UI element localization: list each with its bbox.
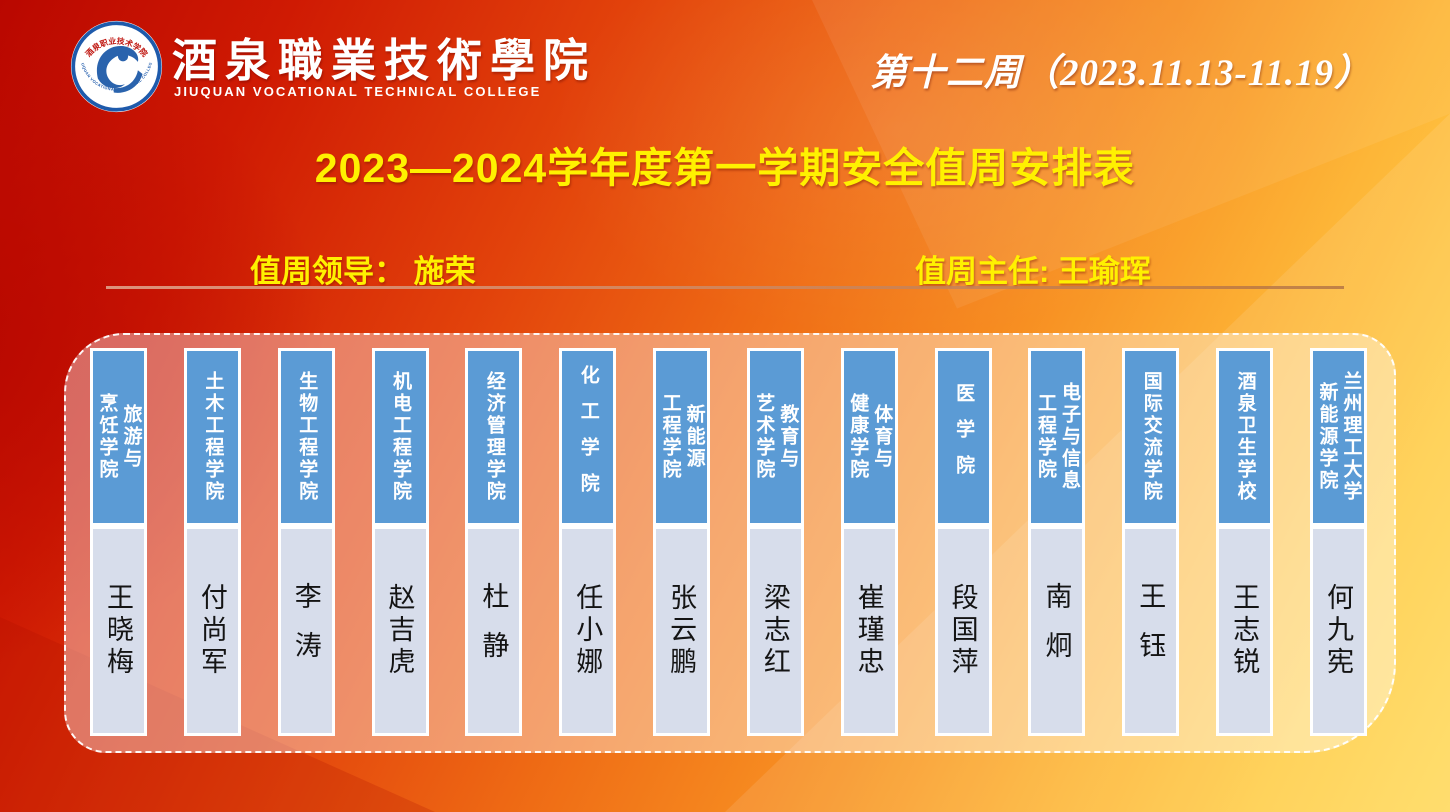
person-name: 李涛	[290, 582, 321, 680]
college-name-chinese: 酒泉職業技術學院	[172, 36, 597, 86]
person-cell: 王志锐	[1219, 529, 1271, 733]
department-name: 旅游与 烹饪学院	[96, 393, 142, 481]
schedule-column: 酒泉卫生学校 王志锐	[1216, 348, 1274, 736]
schedule-column: 经济管理学院 杜静	[465, 348, 523, 736]
department-name: 医学院	[953, 383, 975, 491]
person-name: 付尚军	[196, 583, 227, 679]
department-header: 医学院	[937, 351, 989, 523]
department-header: 电子与信息 工程学院	[1031, 351, 1083, 523]
department-name: 生物工程学院	[296, 371, 318, 503]
department-header: 生物工程学院	[280, 351, 332, 523]
department-header: 酒泉卫生学校	[1219, 351, 1271, 523]
schedule-column: 国际交流学院 王钰	[1122, 348, 1180, 736]
department-name: 体育与 健康学院	[847, 393, 893, 481]
schedule-column: 化工学院 任小娜	[559, 348, 617, 736]
department-header: 国际交流学院	[1125, 351, 1177, 523]
duty-leader-label: 值周领导： 施荣	[250, 254, 476, 289]
person-cell: 梁志红	[749, 529, 801, 733]
person-name: 段国萍	[947, 583, 978, 679]
week-label: 第十二周（2023.11.13-11.19）	[870, 53, 1372, 94]
department-header: 土木工程学院	[186, 351, 238, 523]
schedule-column: 旅游与 烹饪学院 王晓梅	[90, 348, 147, 736]
person-name: 南炯	[1041, 582, 1072, 680]
department-header: 旅游与 烹饪学院	[93, 351, 144, 523]
schedule-column: 生物工程学院 李涛	[277, 348, 335, 736]
logo-swirl	[96, 45, 143, 93]
department-name: 土木工程学院	[202, 371, 224, 503]
department-name: 电子与信息 工程学院	[1034, 382, 1080, 492]
person-cell: 付尚军	[186, 529, 238, 733]
department-name: 酒泉卫生学校	[1234, 371, 1256, 503]
schedule-column: 医学院 段国萍	[934, 348, 992, 736]
schedule-column: 电子与信息 工程学院 南炯	[1028, 348, 1086, 736]
person-name: 任小娜	[572, 583, 603, 679]
schedule-column: 机电工程学院 赵吉虎	[371, 348, 429, 736]
person-cell: 南炯	[1031, 529, 1083, 733]
department-name: 兰州理工大学 新能源学院	[1316, 371, 1362, 503]
department-name: 经济管理学院	[483, 371, 505, 503]
person-cell: 赵吉虎	[374, 529, 426, 733]
department-name: 教育与 艺术学院	[753, 393, 799, 481]
college-name-english: JIUQUAN VOCATIONAL TECHNICAL COLLEGE	[174, 84, 542, 99]
schedule-column: 土木工程学院 付尚军	[183, 348, 241, 736]
person-cell: 杜静	[468, 529, 520, 733]
department-header: 兰州理工大学 新能源学院	[1312, 351, 1364, 523]
department-name: 新能源 工程学院	[659, 393, 705, 481]
schedule-column: 体育与 健康学院 崔瑾忠	[840, 348, 898, 736]
person-name: 梁志红	[759, 583, 790, 679]
person-name: 崔瑾忠	[853, 583, 884, 679]
person-cell: 王钰	[1125, 529, 1177, 733]
person-cell: 李涛	[280, 529, 332, 733]
person-cell: 段国萍	[937, 529, 989, 733]
person-cell: 何九宪	[1312, 529, 1364, 733]
department-header: 教育与 艺术学院	[749, 351, 801, 523]
person-name: 何九宪	[1322, 583, 1353, 679]
person-name: 张云鹏	[666, 583, 697, 679]
department-name: 国际交流学院	[1140, 371, 1162, 503]
person-cell: 崔瑾忠	[843, 529, 895, 733]
schedule-column: 教育与 艺术学院 梁志红	[746, 348, 804, 736]
department-name: 机电工程学院	[390, 371, 412, 503]
department-header: 经济管理学院	[468, 351, 520, 523]
person-name: 王晓梅	[103, 583, 133, 679]
person-cell: 张云鹏	[656, 529, 708, 733]
schedule-column: 新能源 工程学院 张云鹏	[653, 348, 711, 736]
person-name: 王钰	[1135, 582, 1166, 680]
person-cell: 任小娜	[562, 529, 614, 733]
person-cell: 王晓梅	[93, 529, 144, 733]
person-name: 赵吉虎	[384, 583, 415, 679]
department-header: 新能源 工程学院	[656, 351, 708, 523]
department-name: 化工学院	[577, 365, 599, 509]
horizontal-divider	[106, 286, 1344, 289]
page-title: 2023—2024学年度第一学期安全值周安排表	[314, 145, 1136, 191]
department-header: 化工学院	[562, 351, 614, 523]
college-emblem-icon: 酒泉职业技术学院 JIUQUAN VOCATIONAL TECHNICAL CO…	[70, 20, 163, 113]
person-name: 王志锐	[1229, 583, 1260, 679]
duty-director-label: 值周主任: 王瑜珲	[915, 254, 1151, 289]
department-header: 机电工程学院	[374, 351, 426, 523]
department-header: 体育与 健康学院	[843, 351, 895, 523]
schedule-column: 兰州理工大学 新能源学院 何九宪	[1309, 348, 1367, 736]
schedule-panel: 旅游与 烹饪学院 王晓梅 土木工程学院 付尚军 生物工程学院 李涛 机电工程学院…	[64, 333, 1396, 753]
person-name: 杜静	[478, 582, 509, 680]
